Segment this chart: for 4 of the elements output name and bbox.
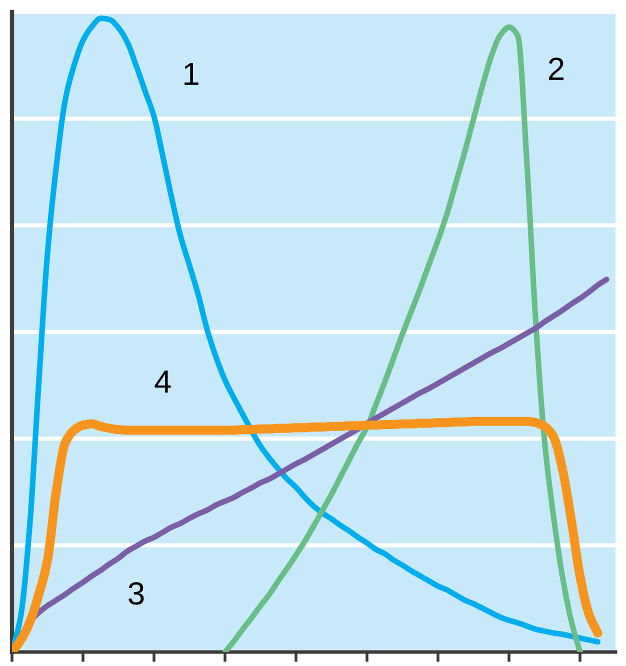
series-label: 1 bbox=[184, 62, 198, 85]
series-label: 4 bbox=[154, 370, 171, 393]
series-label: 2 bbox=[548, 58, 564, 80]
series-label: 3 bbox=[128, 582, 144, 605]
